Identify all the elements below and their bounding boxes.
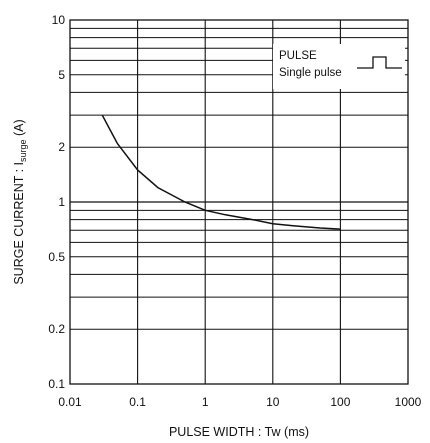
- y-axis-label-subscript: surge: [18, 139, 28, 162]
- grid-lines: [70, 20, 408, 384]
- y-axis-label-main: SURGE CURRENT : I: [12, 162, 26, 285]
- y-tick-label: 2: [58, 140, 65, 154]
- x-tick-label: 10: [266, 395, 280, 409]
- y-tick-label: 0.5: [48, 250, 65, 264]
- series-line: [101, 114, 341, 230]
- y-tick-label: 1: [58, 195, 65, 209]
- y-tick-label: 10: [52, 13, 66, 27]
- x-tick-label: 1: [202, 395, 209, 409]
- x-axis-label: PULSE WIDTH : Tw (ms): [169, 425, 309, 439]
- legend-background: [273, 44, 405, 89]
- plot-frame: [69, 19, 409, 385]
- x-tick-label: 0.01: [58, 395, 82, 409]
- legend: PULSE Single pulse: [273, 44, 405, 89]
- y-tick-label: 0.1: [48, 377, 65, 391]
- y-tick-label: 0.2: [48, 322, 65, 336]
- y-axis-label: SURGE CURRENT : Isurge (A): [12, 119, 28, 284]
- legend-title: PULSE: [279, 50, 317, 62]
- x-tick-labels: 0.01 0.1 1 10 100 1000: [58, 395, 421, 409]
- y-tick-label: 5: [58, 68, 65, 82]
- x-tick-label: 0.1: [129, 395, 146, 409]
- x-tick-label: 100: [330, 395, 350, 409]
- x-tick-label: 1000: [395, 395, 422, 409]
- y-tick-labels: 0.1 0.2 0.5 1 2 5 10: [48, 13, 65, 391]
- y-axis-label-unit: (A): [12, 119, 26, 139]
- single-pulse-waveform-icon: [357, 56, 402, 69]
- legend-entry: Single pulse: [279, 67, 342, 79]
